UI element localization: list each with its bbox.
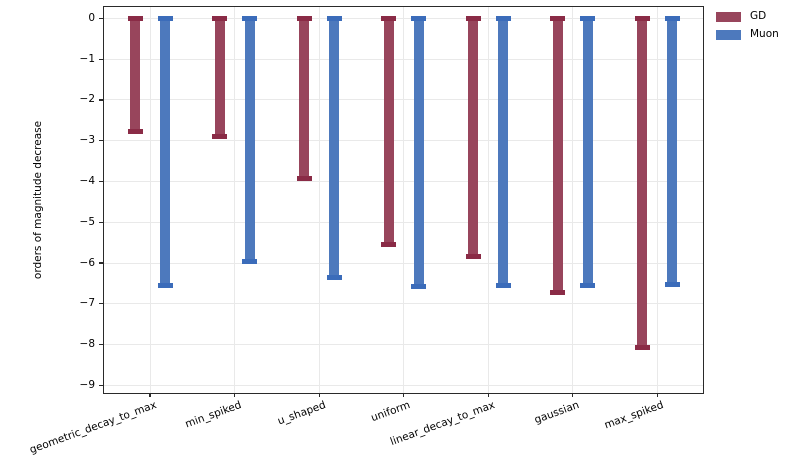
bar-gd-min_spiked (214, 18, 225, 137)
y-tick-label: 0 (88, 11, 95, 24)
bar-cap-zero-gd-linear_decay_to_max (465, 15, 481, 21)
x-tick-label-max_spiked: max_spiked (603, 399, 666, 432)
bar-cap-zero-gd-min_spiked (212, 15, 228, 21)
bar-cap-end-muon-u_shaped (326, 275, 342, 281)
legend: GD Muon (716, 11, 779, 47)
bar-muon-u_shaped (329, 18, 340, 278)
x-tick-label-gaussian: gaussian (532, 399, 581, 427)
bar-cap-end-gd-geometric_decay_to_max (127, 129, 143, 135)
x-tick-label-u_shaped: u_shaped (275, 399, 328, 428)
bar-cap-end-gd-gaussian (550, 289, 566, 295)
bar-cap-end-gd-max_spiked (634, 344, 650, 350)
bar-cap-zero-muon-uniform (411, 15, 427, 21)
bar-gd-geometric_decay_to_max (130, 18, 140, 132)
bar-cap-zero-gd-uniform (381, 15, 397, 21)
x-gridline (234, 7, 236, 393)
bar-cap-zero-gd-max_spiked (634, 15, 650, 21)
bar-muon-linear_decay_to_max (498, 18, 509, 285)
y-tick-label: −8 (79, 338, 95, 350)
x-gridline (487, 7, 489, 393)
legend-item-gd: GD (716, 11, 779, 22)
bar-muon-geometric_decay_to_max (160, 18, 170, 286)
bar-cap-zero-gd-gaussian (550, 15, 566, 21)
bar-cap-end-gd-u_shaped (296, 175, 312, 181)
y-tick-mark (99, 262, 103, 264)
bar-cap-zero-muon-max_spiked (664, 15, 680, 21)
y-tick-label: −7 (79, 297, 95, 310)
bar-cap-end-muon-max_spiked (664, 282, 680, 288)
y-tick-label: −2 (79, 93, 95, 106)
x-gridline (318, 7, 320, 393)
x-gridline (149, 7, 151, 393)
bar-cap-end-muon-uniform (411, 284, 427, 290)
x-tick-mark (149, 393, 151, 397)
bar-cap-end-muon-gaussian (580, 282, 596, 288)
y-tick-mark (99, 303, 103, 305)
x-tick-mark (487, 393, 489, 397)
bar-cap-zero-muon-u_shaped (326, 15, 342, 21)
bar-cap-zero-gd-geometric_decay_to_max (127, 15, 143, 21)
y-tick-mark (99, 384, 103, 386)
y-tick-mark (99, 17, 103, 20)
legend-swatch-muon (716, 29, 741, 40)
x-tick-label-uniform: uniform (369, 399, 412, 425)
legend-label-gd: GD (750, 10, 767, 22)
bar-cap-zero-muon-min_spiked (242, 15, 258, 21)
bar-cap-end-muon-min_spiked (242, 259, 258, 265)
x-gridline (572, 7, 574, 393)
y-axis-label: orders of magnitude decrease (32, 120, 44, 280)
legend-swatch-gd (716, 11, 741, 22)
bar-cap-zero-muon-geometric_decay_to_max (157, 15, 173, 21)
y-tick-mark (99, 221, 103, 223)
bar-cap-zero-gd-u_shaped (296, 15, 312, 21)
x-tick-label-geometric_decay_to_max: geometric_decay_to_max (28, 399, 159, 457)
y-tick-label: −3 (79, 134, 95, 147)
x-tick-mark (318, 393, 320, 397)
bar-cap-end-gd-linear_decay_to_max (465, 253, 481, 259)
legend-item-muon: Muon (716, 29, 779, 40)
bar-muon-min_spiked (244, 18, 255, 262)
bar-cap-end-gd-min_spiked (212, 134, 228, 140)
bar-cap-end-muon-geometric_decay_to_max (157, 283, 173, 289)
bar-cap-end-gd-uniform (381, 242, 397, 248)
bar-gd-gaussian (552, 18, 563, 293)
y-tick-label: −9 (79, 378, 95, 391)
y-tick-mark (99, 58, 103, 60)
x-tick-mark (233, 393, 236, 397)
bar-gd-u_shaped (299, 18, 310, 179)
x-gridline (656, 7, 658, 393)
bar-gd-linear_decay_to_max (468, 18, 479, 257)
y-tick-label: −5 (79, 215, 95, 228)
bar-cap-end-muon-linear_decay_to_max (495, 282, 511, 288)
y-tick-label: −6 (79, 256, 95, 269)
bar-gd-max_spiked (637, 18, 648, 348)
y-tick-mark (99, 180, 103, 183)
y-tick-mark (99, 99, 103, 101)
x-gridline (403, 7, 405, 393)
legend-label-muon: Muon (750, 28, 779, 40)
bar-cap-zero-muon-linear_decay_to_max (495, 15, 511, 21)
y-tick-mark (99, 140, 103, 142)
bar-gd-uniform (383, 18, 394, 245)
x-tick-mark (572, 393, 574, 397)
y-tick-mark (99, 343, 103, 346)
bar-muon-max_spiked (667, 18, 678, 285)
bar-muon-gaussian (582, 18, 593, 285)
bar-cap-zero-muon-gaussian (580, 15, 596, 21)
bar-muon-uniform (413, 18, 424, 287)
x-tick-label-min_spiked: min_spiked (183, 399, 243, 431)
y-tick-label: −1 (79, 52, 95, 65)
x-tick-mark (656, 393, 658, 397)
x-tick-mark (403, 393, 405, 397)
y-tick-label: −4 (79, 174, 95, 187)
